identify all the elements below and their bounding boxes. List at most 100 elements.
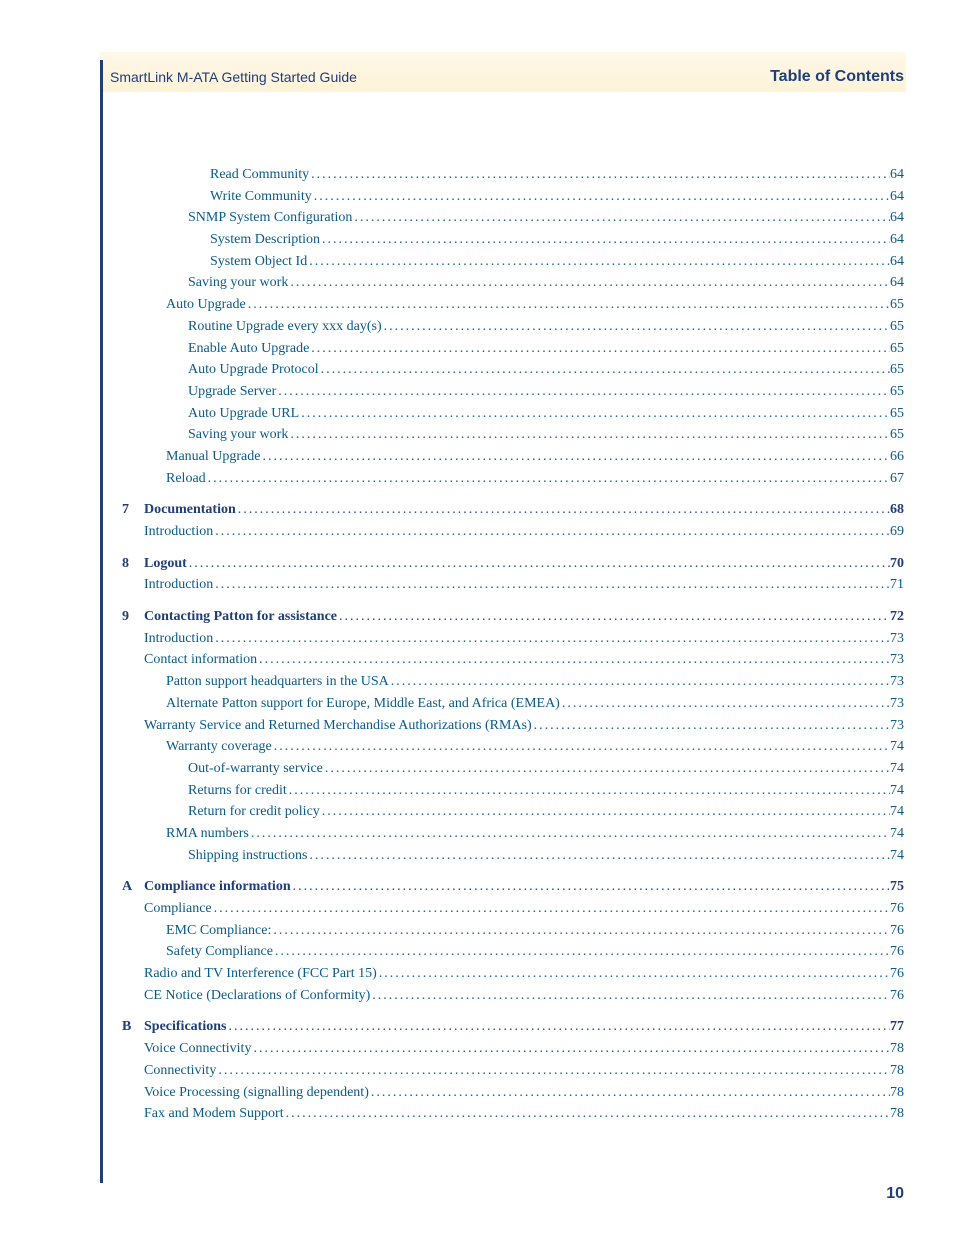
toc-leader-dots: ........................................… bbox=[276, 381, 890, 403]
toc-entry-label: Auto Upgrade URL bbox=[144, 403, 299, 425]
toc-entry-page: 73 bbox=[890, 628, 904, 650]
toc-entry-label: Returns for credit bbox=[144, 780, 287, 802]
toc-entry-label: Introduction bbox=[144, 521, 213, 543]
toc-entry-label: SNMP System Configuration bbox=[144, 207, 352, 229]
toc-leader-dots: ........................................… bbox=[206, 468, 890, 490]
toc-entry-label: System Object Id bbox=[144, 251, 307, 273]
toc-chapter[interactable]: 9Contacting Patton for assistance.......… bbox=[122, 606, 904, 628]
toc-entry-label: Shipping instructions bbox=[144, 845, 307, 867]
toc-leader-dots: ........................................… bbox=[309, 164, 890, 186]
page-header: SmartLink M-ATA Getting Started Guide Ta… bbox=[50, 60, 904, 94]
toc-entry[interactable]: Introduction............................… bbox=[122, 521, 904, 543]
toc-entry[interactable]: Saving your work........................… bbox=[122, 272, 904, 294]
toc-entry-label: Out-of-warranty service bbox=[144, 758, 323, 780]
toc-entry-label: Contacting Patton for assistance bbox=[144, 606, 337, 628]
toc-entry-page: 65 bbox=[890, 359, 904, 381]
toc-entry[interactable]: Auto Upgrade Protocol...................… bbox=[122, 359, 904, 381]
toc-leader-dots: ........................................… bbox=[299, 403, 890, 425]
toc-entry[interactable]: System Description......................… bbox=[122, 229, 904, 251]
toc-entry[interactable]: Compliance..............................… bbox=[122, 898, 904, 920]
toc-entry-page: 76 bbox=[890, 898, 904, 920]
toc-entry-label: Auto Upgrade Protocol bbox=[144, 359, 319, 381]
toc-entry-label: Compliance bbox=[144, 898, 212, 920]
toc-entry-number: 9 bbox=[122, 606, 144, 628]
toc-entry[interactable]: Routine Upgrade every xxx day(s)........… bbox=[122, 316, 904, 338]
toc-chapter[interactable]: BSpecifications.........................… bbox=[122, 1016, 904, 1038]
toc-entry[interactable]: Voice Connectivity......................… bbox=[122, 1038, 904, 1060]
toc-leader-dots: ........................................… bbox=[370, 985, 890, 1007]
toc-entry[interactable]: Saving your work........................… bbox=[122, 424, 904, 446]
toc-entry[interactable]: CE Notice (Declarations of Conformity)..… bbox=[122, 985, 904, 1007]
toc-leader-dots: ........................................… bbox=[257, 649, 890, 671]
toc-entry[interactable]: System Object Id........................… bbox=[122, 251, 904, 273]
toc-entry-label: Warranty Service and Returned Merchandis… bbox=[144, 715, 532, 737]
toc-entry[interactable]: Shipping instructions...................… bbox=[122, 845, 904, 867]
toc-entry[interactable]: Auto Upgrade URL........................… bbox=[122, 403, 904, 425]
toc-entry-page: 67 bbox=[890, 468, 904, 490]
toc-entry[interactable]: Read Community..........................… bbox=[122, 164, 904, 186]
toc-entry-page: 73 bbox=[890, 671, 904, 693]
toc-entry[interactable]: Reload..................................… bbox=[122, 468, 904, 490]
toc-entry[interactable]: Return for credit policy................… bbox=[122, 801, 904, 823]
toc-leader-dots: ........................................… bbox=[213, 574, 890, 596]
toc-leader-dots: ........................................… bbox=[369, 1082, 890, 1104]
toc-entry-page: 73 bbox=[890, 715, 904, 737]
toc-entry[interactable]: Patton support headquarters in the USA..… bbox=[122, 671, 904, 693]
toc-entry[interactable]: Returns for credit......................… bbox=[122, 780, 904, 802]
section-title: Table of Contents bbox=[770, 68, 904, 86]
toc-entry-label: Reload bbox=[144, 468, 206, 490]
toc-entry[interactable]: Introduction............................… bbox=[122, 628, 904, 650]
toc-entry[interactable]: Connectivity............................… bbox=[122, 1060, 904, 1082]
toc-leader-dots: ........................................… bbox=[352, 207, 890, 229]
toc-entry-page: 70 bbox=[890, 553, 904, 575]
toc-entry-label: Saving your work bbox=[144, 424, 288, 446]
toc-entry[interactable]: Out-of-warranty service.................… bbox=[122, 758, 904, 780]
toc-entry[interactable]: Write Community.........................… bbox=[122, 186, 904, 208]
toc-leader-dots: ........................................… bbox=[291, 876, 890, 898]
toc-entry[interactable]: Voice Processing (signalling dependent).… bbox=[122, 1082, 904, 1104]
toc-entry-page: 68 bbox=[890, 499, 904, 521]
toc-chapter[interactable]: 7Documentation..........................… bbox=[122, 499, 904, 521]
toc-entry-page: 65 bbox=[890, 294, 904, 316]
toc-entry[interactable]: Introduction............................… bbox=[122, 574, 904, 596]
toc-entry[interactable]: Upgrade Server..........................… bbox=[122, 381, 904, 403]
toc-leader-dots: ........................................… bbox=[246, 294, 890, 316]
table-of-contents: Read Community..........................… bbox=[50, 164, 904, 1125]
toc-entry[interactable]: SNMP System Configuration...............… bbox=[122, 207, 904, 229]
toc-entry-page: 78 bbox=[890, 1060, 904, 1082]
toc-entry-page: 65 bbox=[890, 316, 904, 338]
toc-leader-dots: ........................................… bbox=[260, 446, 890, 468]
toc-entry[interactable]: Manual Upgrade..........................… bbox=[122, 446, 904, 468]
toc-entry-label: Introduction bbox=[144, 574, 213, 596]
toc-entry-label: Logout bbox=[144, 553, 187, 575]
toc-leader-dots: ........................................… bbox=[271, 920, 890, 942]
toc-leader-dots: ........................................… bbox=[213, 521, 890, 543]
toc-chapter[interactable]: ACompliance information.................… bbox=[122, 876, 904, 898]
toc-entry-number: 7 bbox=[122, 499, 144, 521]
toc-entry[interactable]: RMA numbers.............................… bbox=[122, 823, 904, 845]
toc-entry[interactable]: Alternate Patton support for Europe, Mid… bbox=[122, 693, 904, 715]
toc-entry-page: 66 bbox=[890, 446, 904, 468]
toc-entry-page: 78 bbox=[890, 1038, 904, 1060]
toc-leader-dots: ........................................… bbox=[288, 424, 890, 446]
toc-entry[interactable]: Warranty coverage.......................… bbox=[122, 736, 904, 758]
toc-entry[interactable]: Fax and Modem Support...................… bbox=[122, 1103, 904, 1125]
toc-entry-page: 76 bbox=[890, 941, 904, 963]
toc-entry-page: 65 bbox=[890, 424, 904, 446]
toc-leader-dots: ........................................… bbox=[309, 338, 890, 360]
toc-entry[interactable]: Contact information.....................… bbox=[122, 649, 904, 671]
toc-leader-dots: ........................................… bbox=[337, 606, 890, 628]
toc-entry-page: 74 bbox=[890, 758, 904, 780]
toc-leader-dots: ........................................… bbox=[389, 671, 890, 693]
toc-entry[interactable]: Radio and TV Interference (FCC Part 15).… bbox=[122, 963, 904, 985]
toc-leader-dots: ........................................… bbox=[307, 251, 890, 273]
toc-entry[interactable]: Warranty Service and Returned Merchandis… bbox=[122, 715, 904, 737]
toc-entry-number: B bbox=[122, 1016, 144, 1038]
toc-entry[interactable]: Auto Upgrade............................… bbox=[122, 294, 904, 316]
toc-leader-dots: ........................................… bbox=[312, 186, 890, 208]
toc-entry[interactable]: Safety Compliance.......................… bbox=[122, 941, 904, 963]
toc-entry-label: Auto Upgrade bbox=[144, 294, 246, 316]
toc-chapter[interactable]: 8Logout.................................… bbox=[122, 553, 904, 575]
toc-entry[interactable]: Enable Auto Upgrade.....................… bbox=[122, 338, 904, 360]
toc-entry[interactable]: EMC Compliance:.........................… bbox=[122, 920, 904, 942]
